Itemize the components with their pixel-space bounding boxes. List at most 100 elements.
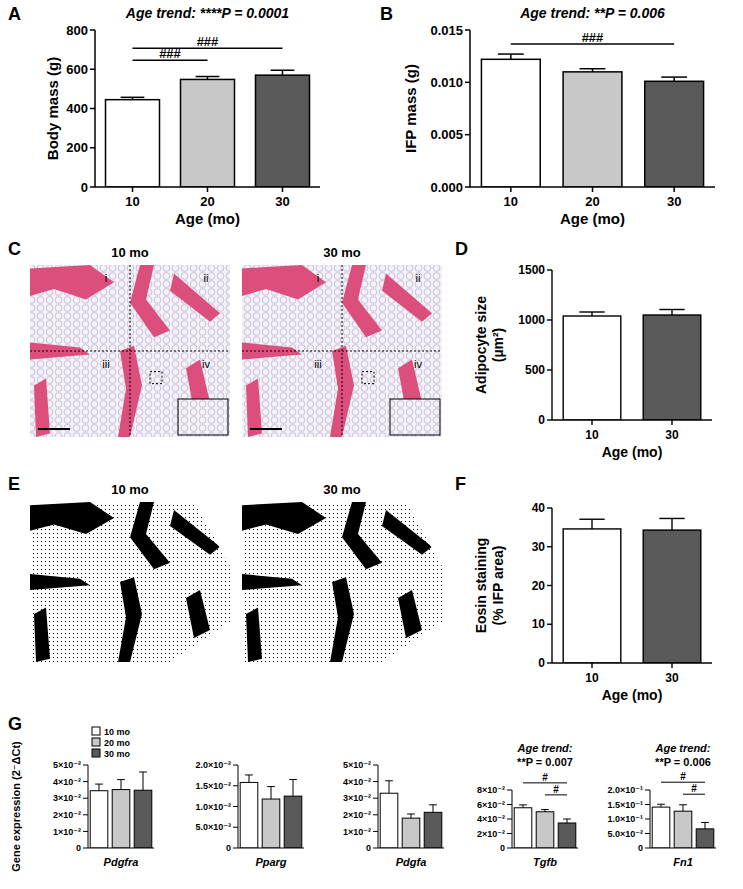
bar <box>481 59 540 187</box>
plot-area <box>652 804 714 848</box>
x-tick-label: 20 <box>585 194 599 209</box>
y-tick-label: 0.015 <box>430 23 463 38</box>
error-cap <box>679 804 687 805</box>
image-panel: 10 mo30 mo <box>30 482 442 662</box>
error-bar <box>389 781 390 793</box>
tissue <box>242 502 326 534</box>
figure-svg: A0200400600800102030Age (mo)Body mass (g… <box>0 0 743 889</box>
tissue <box>186 590 210 638</box>
y-tick-label: 0.010 <box>430 75 463 90</box>
error-bar <box>411 814 412 818</box>
legend-label: 30 mo <box>104 749 131 759</box>
x-axis <box>238 848 304 849</box>
y-tick-label: 200 <box>66 140 88 155</box>
y-axis <box>88 765 89 848</box>
image-content <box>242 265 442 437</box>
y-tick <box>547 585 552 586</box>
bar-panel: 0102030401030Age (mo)Eosin staining(% IF… <box>473 501 712 703</box>
scale-bar <box>250 428 282 430</box>
error-cap <box>407 813 415 814</box>
bar <box>90 791 108 848</box>
x-tick <box>671 420 672 425</box>
error-cap <box>519 804 527 805</box>
y-tick <box>233 806 238 807</box>
legend-swatch <box>92 738 100 746</box>
y-tick <box>373 814 378 815</box>
bar-panel: 0200400600800102030Age (mo)Body mass (g)… <box>44 5 320 227</box>
x-label: Pparg <box>255 856 286 868</box>
figure: A0200400600800102030Age (mo)Body mass (g… <box>0 0 743 889</box>
bar <box>645 81 704 187</box>
y-tick <box>465 186 470 188</box>
y-label: (µm²) <box>490 328 506 363</box>
y-tick <box>465 82 470 84</box>
significance-label: ### <box>582 30 604 45</box>
error-cap <box>289 779 297 780</box>
legend-swatch <box>92 749 100 757</box>
x-label: Age (mo) <box>602 444 663 460</box>
bar <box>563 529 621 663</box>
image-panel: 10 moiiiiiiiv30 moiiiiiiiv <box>30 245 442 437</box>
y-label: Body mass (g) <box>44 57 61 160</box>
region-label: i <box>317 272 319 284</box>
x-axis <box>552 662 712 663</box>
y-tick-label: 0 <box>366 843 371 853</box>
legend-label: 20 mo <box>104 738 131 748</box>
error-cap <box>580 68 606 70</box>
bar <box>558 823 576 848</box>
significance-label: ### <box>197 34 219 49</box>
plot-area <box>240 775 302 848</box>
tissue <box>170 274 220 322</box>
y-tick-label: 3×10⁻² <box>343 793 371 803</box>
binary-bg <box>30 502 230 662</box>
bar <box>262 799 280 848</box>
x-axis <box>88 848 154 849</box>
y-label: Adipocyte size <box>473 296 489 394</box>
y-tick-label: 3×10⁻² <box>53 793 81 803</box>
y-tick <box>233 785 238 786</box>
y-tick-label: 400 <box>66 101 88 116</box>
panel-letter: C <box>8 239 21 259</box>
image-label: 30 mo <box>323 245 361 260</box>
bar <box>643 530 701 663</box>
inset <box>178 399 228 435</box>
y-tick-label: 1.0×10⁻¹ <box>607 814 643 824</box>
bar <box>181 79 235 187</box>
y-tick <box>90 29 95 31</box>
tissue <box>130 502 170 569</box>
x-tick-label: 30 <box>665 428 679 442</box>
bar-panel: 0500100015001030Age (mo)Adipocyte size(µ… <box>473 263 712 460</box>
y-label: (% IFP area) <box>490 546 506 626</box>
y-tick-label: 30 <box>532 540 546 554</box>
y-tick <box>233 848 238 849</box>
x-tick <box>591 420 592 425</box>
bar <box>240 782 258 848</box>
y-axis <box>469 30 471 187</box>
image-content <box>30 265 230 437</box>
plot-area <box>514 805 576 848</box>
tissue <box>118 346 142 437</box>
y-tick <box>83 781 88 782</box>
y-tick <box>83 814 88 815</box>
y-tick-label: 5×10⁻² <box>53 760 81 770</box>
y-label: Gene expression (2⁻ΔCt) <box>10 741 22 872</box>
y-tick <box>90 147 95 149</box>
y-tick-label: 1.5×10⁻² <box>195 781 231 791</box>
plot-area <box>90 772 152 848</box>
error-bar <box>99 784 100 791</box>
y-tick <box>465 29 470 31</box>
x-label: Fn1 <box>673 856 693 868</box>
error-cap <box>139 771 147 772</box>
region-label: ii <box>204 272 209 284</box>
error-cap <box>95 784 103 785</box>
y-tick <box>465 134 470 136</box>
scale-bar <box>38 428 70 430</box>
y-tick <box>90 186 95 188</box>
tissue <box>242 265 326 299</box>
region-label: i <box>105 272 107 284</box>
panel-letter: B <box>380 4 393 24</box>
y-tick-label: 0 <box>538 413 545 427</box>
plot-area <box>380 781 442 848</box>
y-tick-label: 0.000 <box>430 180 463 195</box>
x-tick <box>591 663 592 668</box>
